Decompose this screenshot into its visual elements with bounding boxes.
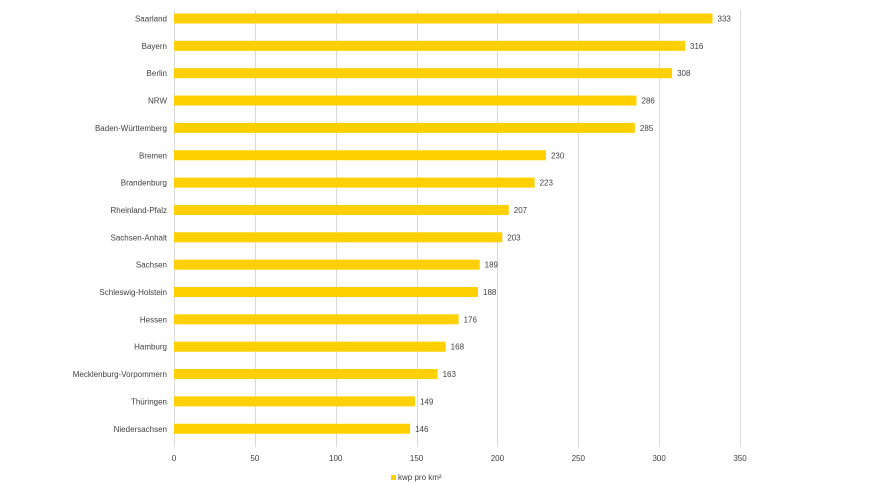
- value-label: 316: [690, 42, 704, 51]
- value-label: 286: [642, 97, 656, 106]
- bar-Rheinland-Pfalz: [174, 204, 509, 215]
- value-label: 176: [464, 315, 478, 324]
- value-label: 333: [718, 15, 732, 24]
- x-tick-200: 200: [491, 454, 505, 463]
- bar-Schleswig-Holstein: [174, 287, 479, 297]
- value-label: 308: [677, 69, 691, 78]
- category-label: Rheinland-Pfalz: [111, 206, 167, 215]
- category-label: Berlin: [147, 69, 167, 78]
- bar-Sachsen-Anhalt: [174, 232, 503, 243]
- bars: [174, 13, 713, 434]
- category-label: Bayern: [142, 42, 167, 51]
- value-label: 203: [507, 233, 521, 242]
- category-label: Schleswig-Holstein: [99, 288, 167, 297]
- legend-swatch: [391, 475, 396, 480]
- category-label: Hamburg: [134, 343, 167, 352]
- category-label: Thüringen: [131, 397, 167, 406]
- category-label: Hessen: [140, 315, 167, 324]
- value-label: 285: [640, 124, 654, 133]
- category-label: Bremen: [139, 151, 167, 160]
- bar-Niedersachsen: [174, 423, 411, 434]
- bar-Berlin: [174, 68, 673, 79]
- x-tick-100: 100: [329, 454, 343, 463]
- category-label: Mecklenburg-Vorpommern: [73, 370, 167, 379]
- x-tick-250: 250: [572, 454, 586, 463]
- category-label: Sachsen: [136, 261, 167, 270]
- category-label: NRW: [148, 97, 167, 106]
- category-labels: Saarland Bayern Berlin NRW Baden-Württemberg…: [73, 15, 168, 434]
- value-label: 223: [540, 179, 554, 188]
- gridlines: [174, 10, 741, 447]
- legend: kwp pro km²: [391, 473, 442, 482]
- x-tick-50: 50: [250, 454, 259, 463]
- category-label: Brandenburg: [121, 179, 167, 188]
- bar-Sachsen: [174, 259, 480, 270]
- value-label: 146: [415, 425, 429, 434]
- value-labels: 333 316 308 286 285 230 223 207 203 189 188 176 168 1…: [415, 15, 731, 434]
- bar-NRW: [174, 95, 637, 106]
- bar-Hessen: [174, 314, 459, 325]
- value-label: 230: [551, 151, 565, 160]
- category-label: Niedersachsen: [114, 425, 167, 434]
- bar-Thüringen: [174, 396, 415, 407]
- category-label: Sachsen-Anhalt: [111, 233, 168, 242]
- value-label: 168: [451, 343, 465, 352]
- legend-label: kwp pro km²: [398, 473, 442, 482]
- value-label: 163: [443, 370, 457, 379]
- value-label: 189: [485, 261, 499, 270]
- x-tick-300: 300: [652, 454, 666, 463]
- value-label: 207: [514, 206, 528, 215]
- category-label: Baden-Württemberg: [95, 124, 167, 133]
- category-label: Saarland: [135, 15, 167, 24]
- bar-Hamburg: [174, 341, 446, 352]
- value-label: 188: [483, 288, 497, 297]
- value-label: 149: [420, 397, 434, 406]
- x-tick-0: 0: [172, 454, 177, 463]
- bar-Bremen: [174, 150, 546, 161]
- x-tick-150: 150: [410, 454, 424, 463]
- bar-Baden-Württemberg: [174, 122, 635, 133]
- bar-Bayern: [174, 40, 686, 51]
- x-tick-labels: 0 50 100 150 200 250 300 350: [172, 454, 747, 463]
- bar-Saarland: [174, 13, 713, 24]
- bar-Brandenburg: [174, 177, 535, 188]
- bar-Mecklenburg-Vorpommern: [174, 369, 438, 380]
- x-tick-350: 350: [733, 454, 747, 463]
